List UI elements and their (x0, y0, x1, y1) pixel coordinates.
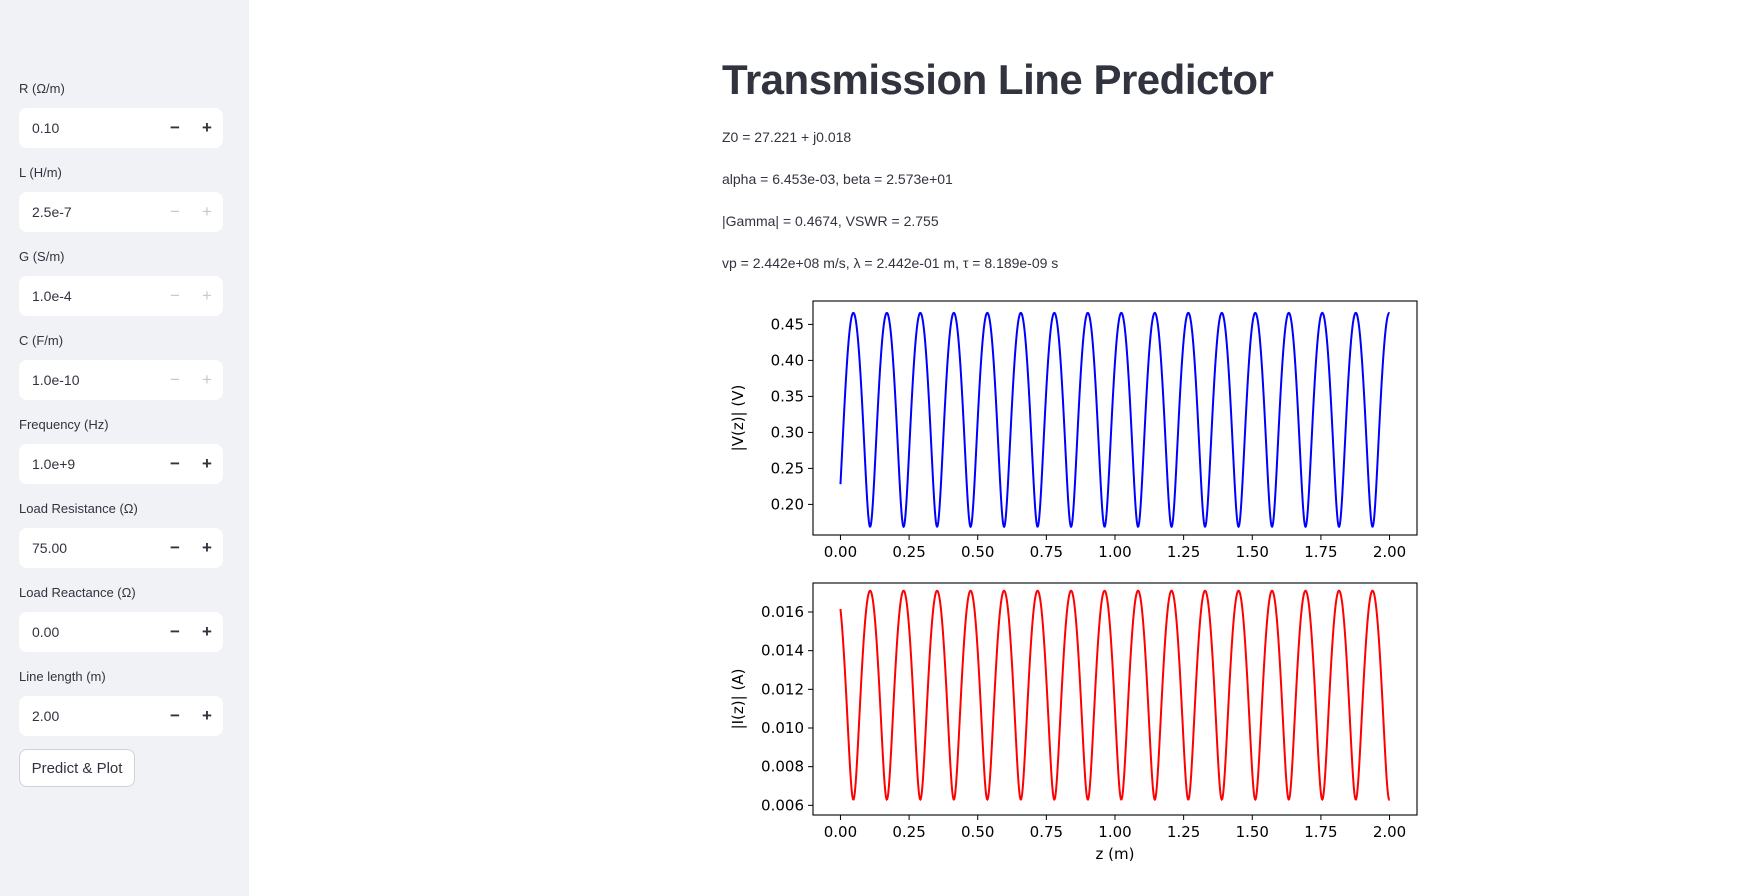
line-length-label: Line length (m) (19, 669, 106, 684)
l-value[interactable]: 2.5e-7 (32, 204, 72, 220)
load-reactance-label: Load Reactance (Ω) (19, 585, 136, 600)
c-increment-button[interactable]: + (202, 370, 212, 389)
load-resistance-label: Load Resistance (Ω) (19, 501, 138, 516)
c-value[interactable]: 1.0e-10 (32, 372, 80, 388)
plot-area (812, 300, 1418, 536)
frequency-input[interactable]: 1.0e+9 − + (19, 444, 223, 484)
y-tick-label: 0.010 (761, 719, 804, 737)
line-length-input[interactable]: 2.00 − + (19, 696, 223, 736)
c-input[interactable]: 1.0e-10 − + (19, 360, 223, 400)
vp-lambda-tau-result: vp = 2.442e+08 m/s, λ = 2.442e-01 m, τ =… (722, 255, 1059, 271)
x-tick-label: 0.25 (892, 823, 925, 841)
current-chart: 0.00 0.25 0.50 0.75 1.00 1.25 1.50 1.75 2.00 0.00… (729, 582, 1418, 863)
line-length-increment-button[interactable]: + (202, 706, 212, 725)
x-tick-label: 1.00 (1098, 543, 1131, 561)
x-tick-label: 1.75 (1304, 823, 1337, 841)
g-increment-button[interactable]: + (202, 286, 212, 305)
line-length-value[interactable]: 2.00 (32, 708, 60, 724)
page-title: Transmission Line Predictor (722, 56, 1274, 103)
y-tick-label: 0.012 (761, 680, 804, 698)
sidebar: R (Ω/m) 0.10 − + L (H/m) 2.5e-7 − + G (S… (0, 0, 249, 896)
y-tick-label: 0.25 (771, 459, 804, 477)
x-tick-label: 2.00 (1373, 543, 1406, 561)
x-tick-label: 0.50 (961, 823, 994, 841)
load-reactance-decrement-button[interactable]: − (170, 622, 180, 641)
r-label: R (Ω/m) (19, 81, 65, 96)
r-decrement-button[interactable]: − (170, 118, 180, 137)
load-resistance-decrement-button[interactable]: − (170, 538, 180, 557)
c-decrement-button[interactable]: − (170, 370, 180, 389)
y-tick-label: 0.45 (771, 315, 804, 333)
x-tick-label: 0.75 (1030, 823, 1063, 841)
x-tick-label: 1.75 (1304, 543, 1337, 561)
x-axis-label: z (m) (1096, 845, 1135, 863)
load-resistance-field: Load Resistance (Ω) 75.00 − + (19, 500, 223, 568)
y-tick-label: 0.30 (771, 423, 804, 441)
series-line (839, 311, 1390, 529)
frequency-increment-button[interactable]: + (202, 454, 212, 473)
c-label: C (F/m) (19, 333, 64, 348)
l-input[interactable]: 2.5e-7 − + (19, 192, 223, 232)
r-value[interactable]: 0.10 (32, 120, 60, 136)
x-tick-label: 0.00 (824, 543, 857, 561)
g-input[interactable]: 1.0e-4 − + (19, 276, 223, 316)
l-field: L (H/m) 2.5e-7 − + (19, 164, 223, 232)
l-decrement-button[interactable]: − (170, 202, 180, 221)
y-tick-label: 0.016 (761, 603, 804, 621)
frequency-value[interactable]: 1.0e+9 (32, 456, 76, 472)
x-tick-label: 0.50 (961, 543, 994, 561)
predict-plot-button[interactable]: Predict & Plot (19, 749, 135, 787)
load-reactance-input[interactable]: 0.00 − + (19, 612, 223, 652)
l-label: L (H/m) (19, 165, 62, 180)
g-field: G (S/m) 1.0e-4 − + (19, 248, 223, 316)
x-tick-label: 1.00 (1098, 823, 1131, 841)
y-tick-label: 0.014 (761, 642, 804, 660)
load-reactance-field: Load Reactance (Ω) 0.00 − + (19, 584, 223, 652)
line-length-field: Line length (m) 2.00 − + (19, 668, 223, 736)
load-reactance-value[interactable]: 0.00 (32, 624, 60, 640)
y-axis-label: |I(z)| (A) (729, 669, 747, 730)
frequency-decrement-button[interactable]: − (170, 454, 180, 473)
gamma-vswr-result: |Gamma| = 0.4674, VSWR = 2.755 (722, 213, 939, 229)
x-tick-label: 1.50 (1236, 823, 1269, 841)
y-tick-label: 0.20 (771, 495, 804, 513)
voltage-chart: 0.00 0.25 0.50 0.75 1.00 1.25 1.50 1.75 2.00 0.20… (729, 300, 1418, 561)
g-decrement-button[interactable]: − (170, 286, 180, 305)
x-tick-label: 0.25 (892, 543, 925, 561)
series-line (839, 589, 1391, 802)
load-resistance-increment-button[interactable]: + (202, 538, 212, 557)
frequency-field: Frequency (Hz) 1.0e+9 − + (19, 416, 223, 484)
y-tick-label: 0.35 (771, 387, 804, 405)
g-value[interactable]: 1.0e-4 (32, 288, 72, 304)
line-length-decrement-button[interactable]: − (170, 706, 180, 725)
x-tick-label: 0.75 (1030, 543, 1063, 561)
z0-result: Z0 = 27.221 + j0.018 (722, 129, 852, 145)
y-tick-label: 0.40 (771, 351, 804, 369)
x-tick-label: 2.00 (1373, 823, 1406, 841)
y-axis-label: |V(z)| (V) (729, 385, 747, 452)
x-tick-label: 1.50 (1236, 543, 1269, 561)
plot-area (812, 582, 1418, 816)
x-tick-label: 0.00 (824, 823, 857, 841)
load-resistance-value[interactable]: 75.00 (32, 540, 68, 556)
l-increment-button[interactable]: + (202, 202, 212, 221)
x-tick-label: 1.25 (1167, 823, 1200, 841)
c-field: C (F/m) 1.0e-10 − + (19, 332, 223, 400)
r-field: R (Ω/m) 0.10 − + (19, 80, 223, 148)
frequency-label: Frequency (Hz) (19, 417, 109, 432)
x-tick-label: 1.25 (1167, 543, 1200, 561)
alpha-beta-result: alpha = 6.453e-03, beta = 2.573e+01 (722, 171, 953, 187)
g-label: G (S/m) (19, 249, 65, 264)
r-input[interactable]: 0.10 − + (19, 108, 223, 148)
y-tick-label: 0.006 (761, 796, 804, 814)
y-tick-label: 0.008 (761, 758, 804, 776)
load-reactance-increment-button[interactable]: + (202, 622, 212, 641)
r-increment-button[interactable]: + (202, 118, 212, 137)
load-resistance-input[interactable]: 75.00 − + (19, 528, 223, 568)
